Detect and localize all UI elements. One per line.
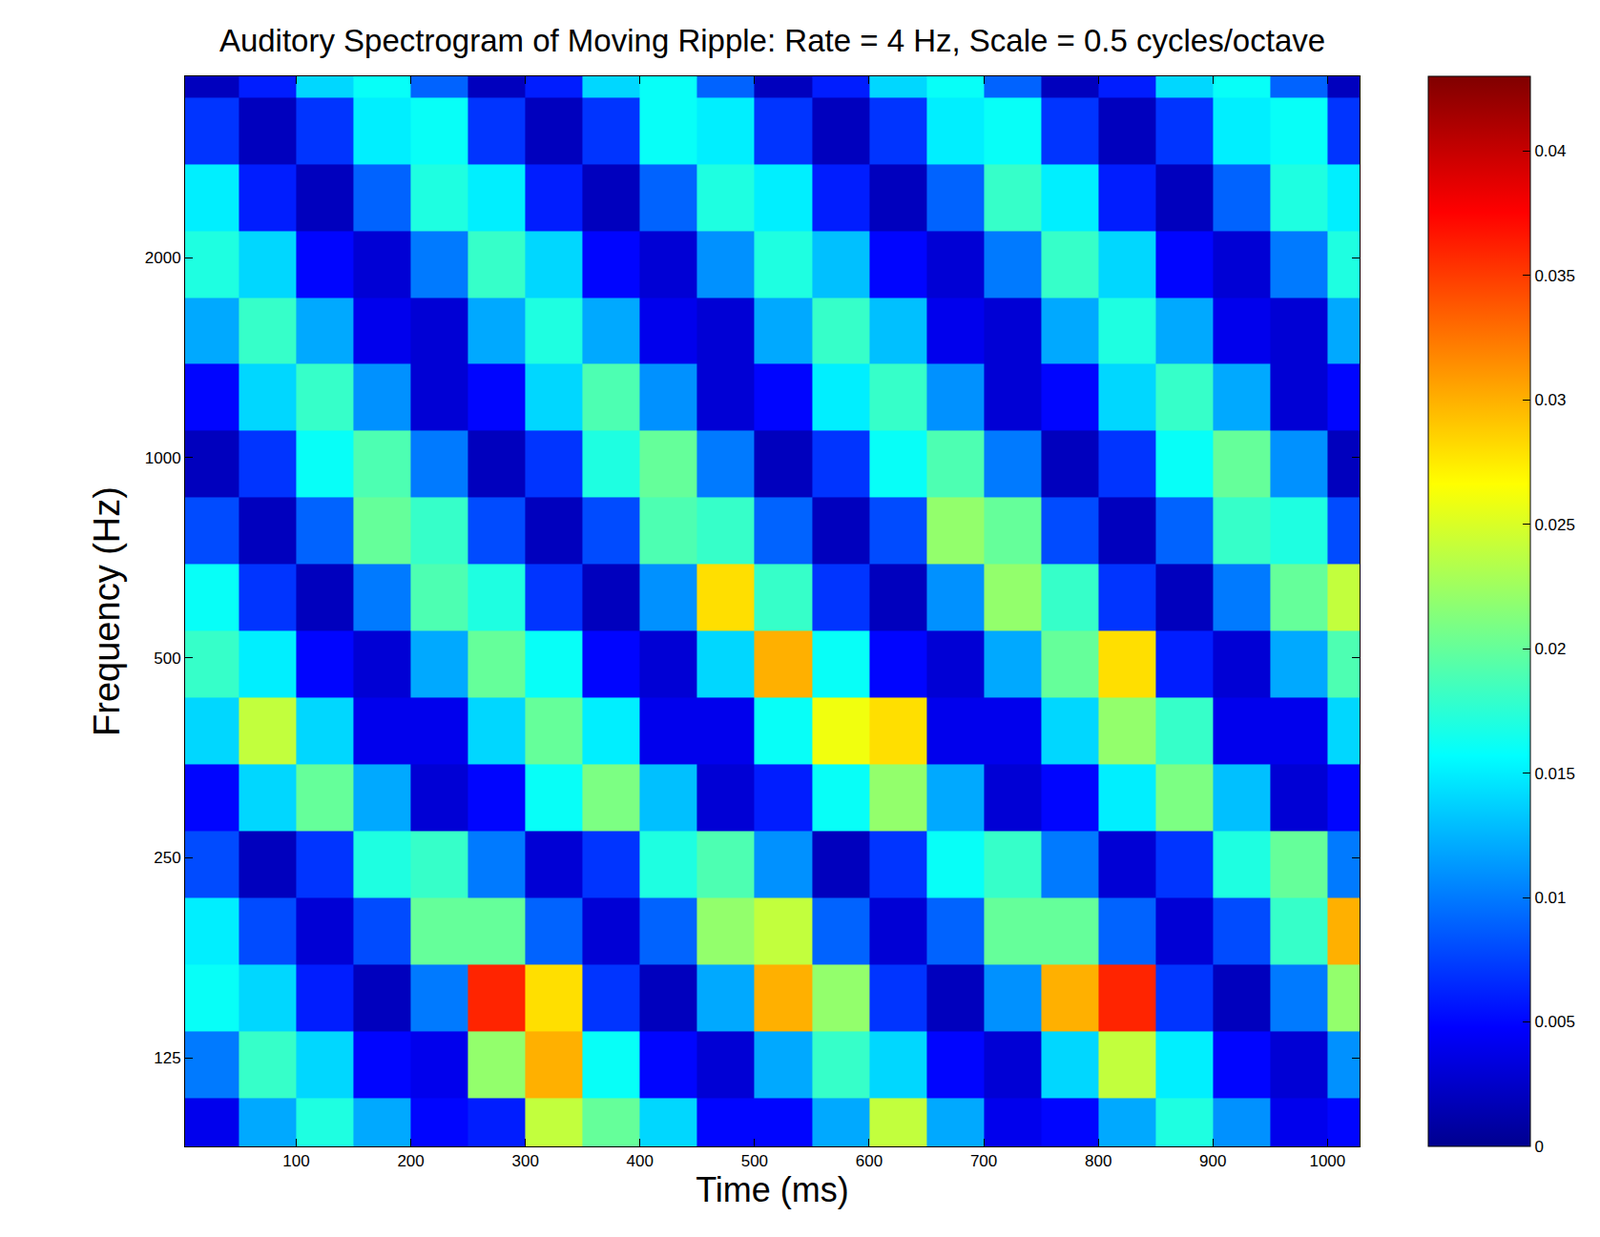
svg-text:500: 500: [741, 1152, 769, 1171]
svg-text:0.025: 0.025: [1534, 516, 1576, 535]
svg-text:0.015: 0.015: [1534, 765, 1576, 784]
svg-text:500: 500: [153, 649, 181, 668]
svg-text:Auditory Spectrogram of Moving: Auditory Spectrogram of Moving Ripple: R…: [219, 22, 1326, 59]
svg-text:0.01: 0.01: [1534, 889, 1566, 908]
svg-text:0.035: 0.035: [1534, 267, 1576, 286]
svg-text:600: 600: [855, 1152, 883, 1171]
svg-text:0.04: 0.04: [1534, 142, 1566, 161]
svg-text:900: 900: [1199, 1152, 1226, 1171]
svg-text:125: 125: [153, 1049, 181, 1068]
svg-text:0.03: 0.03: [1534, 391, 1566, 410]
svg-text:1000: 1000: [1309, 1152, 1346, 1171]
svg-text:100: 100: [282, 1152, 310, 1171]
svg-text:0.02: 0.02: [1534, 640, 1566, 659]
svg-text:400: 400: [626, 1152, 654, 1171]
svg-text:Frequency (Hz): Frequency (Hz): [86, 486, 127, 737]
svg-text:700: 700: [970, 1152, 998, 1171]
svg-text:0: 0: [1534, 1138, 1543, 1157]
svg-text:2000: 2000: [145, 249, 182, 268]
svg-text:250: 250: [153, 849, 181, 868]
svg-text:Time (ms): Time (ms): [695, 1170, 850, 1210]
svg-text:0.005: 0.005: [1534, 1013, 1576, 1032]
svg-text:200: 200: [396, 1152, 424, 1171]
svg-text:300: 300: [512, 1152, 540, 1171]
svg-text:1000: 1000: [145, 449, 182, 468]
svg-text:800: 800: [1084, 1152, 1112, 1171]
